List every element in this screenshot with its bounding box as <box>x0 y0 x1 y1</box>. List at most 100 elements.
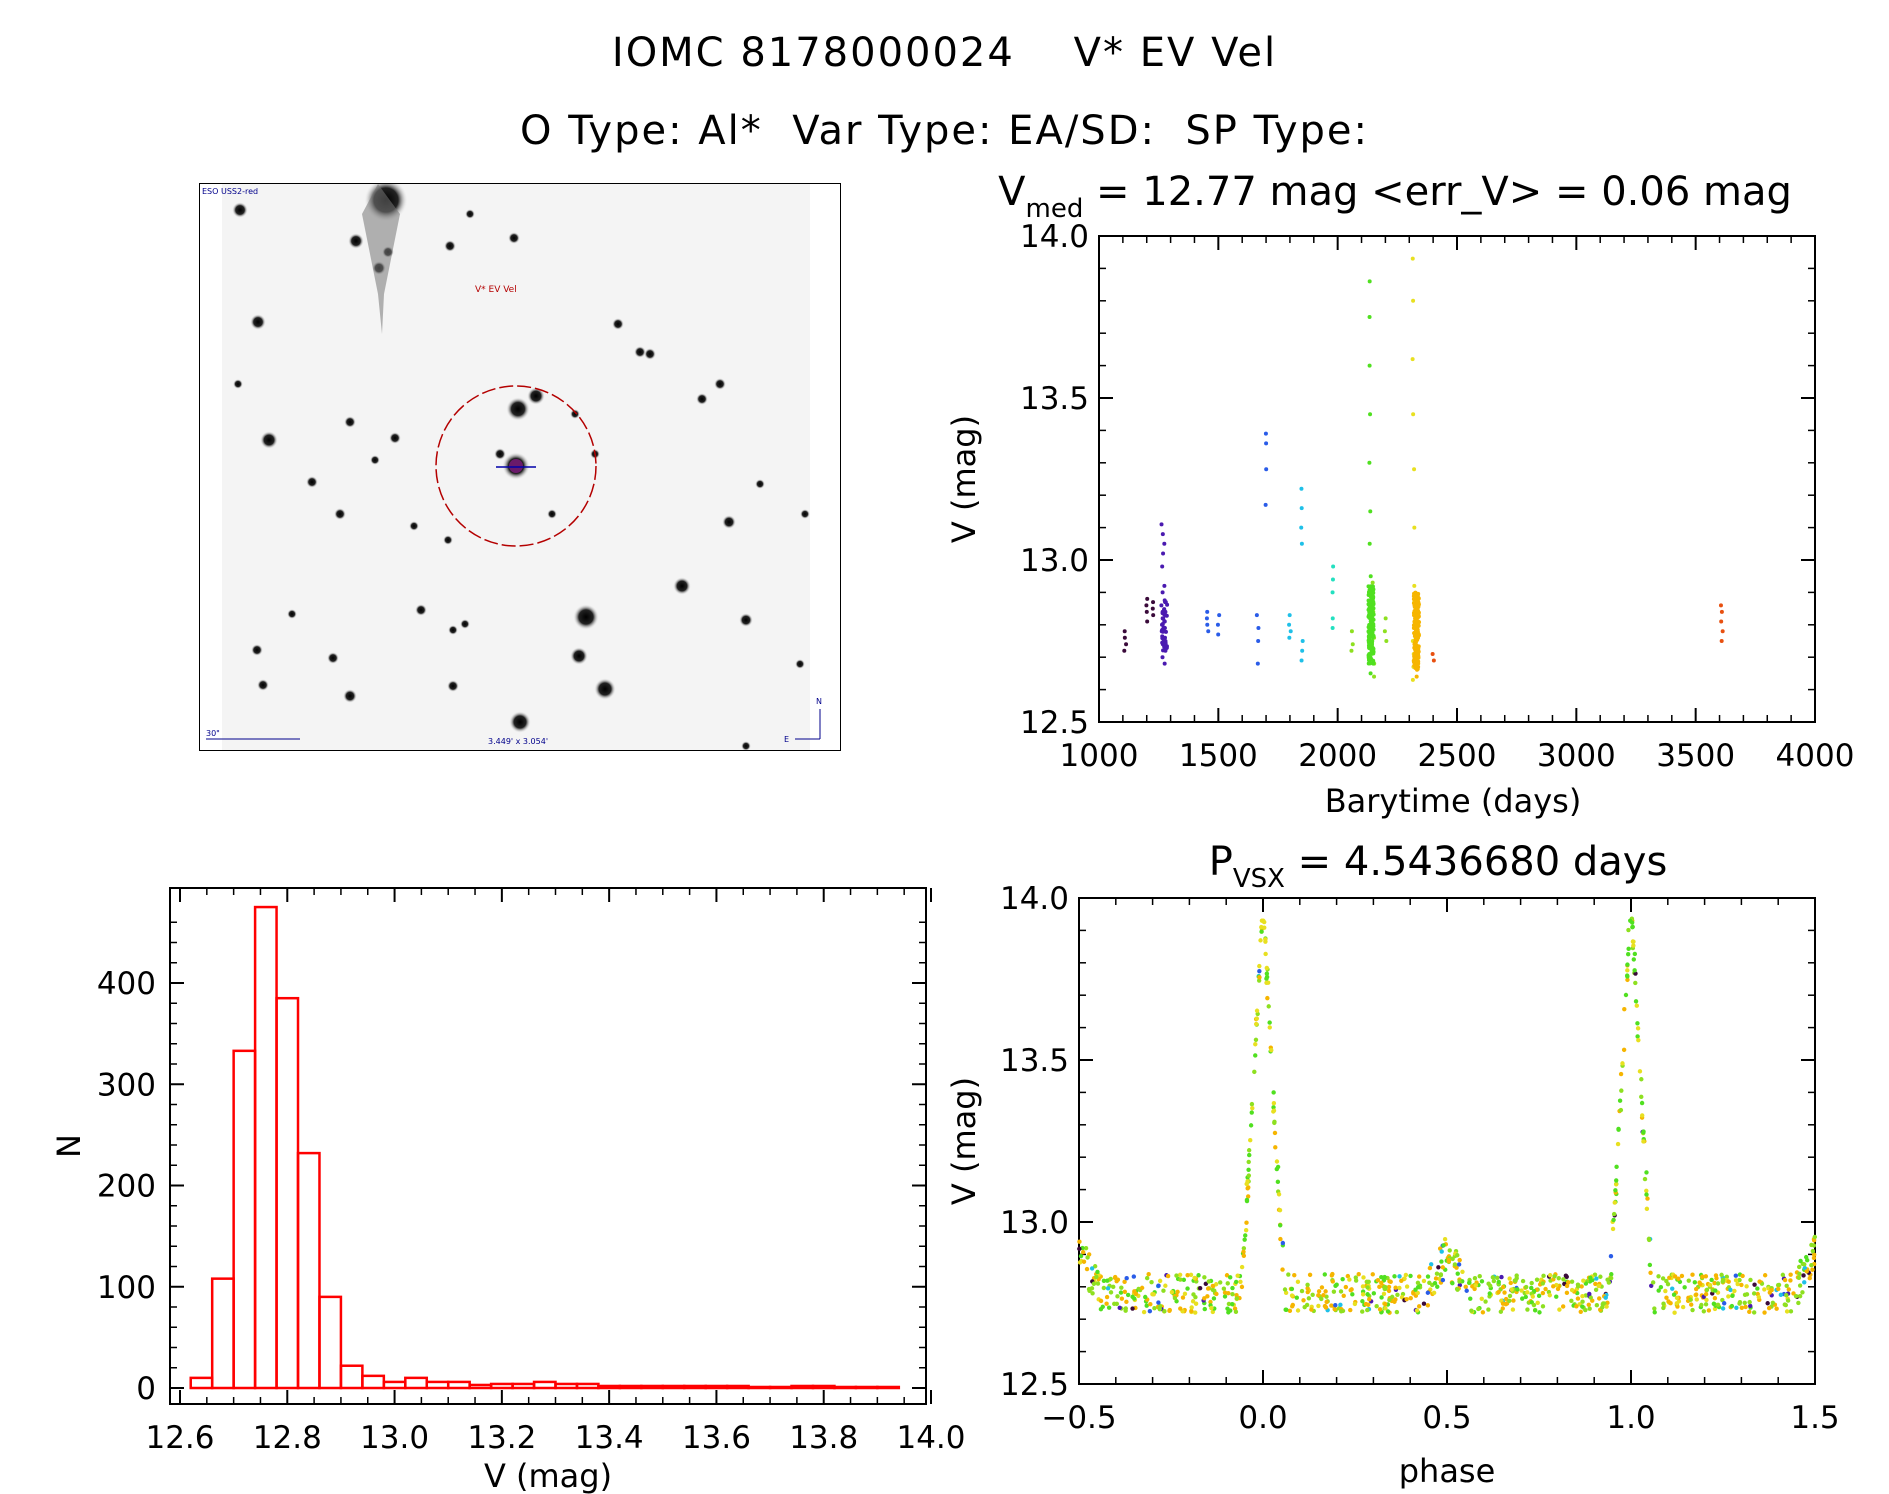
phase-point <box>1644 1192 1649 1197</box>
phase-point <box>1112 1301 1117 1307</box>
finder-star <box>612 318 624 330</box>
phase-point <box>1713 1288 1718 1293</box>
phase-point <box>1124 1276 1129 1281</box>
phase-point <box>1266 1004 1271 1009</box>
finder-star <box>465 209 475 219</box>
phase-point <box>1463 1284 1468 1290</box>
phase-point <box>1694 1297 1699 1302</box>
phase-point <box>1551 1284 1556 1289</box>
phase-point <box>1415 1280 1421 1285</box>
phase-point <box>1243 1228 1249 1233</box>
phase-point <box>1433 1276 1439 1281</box>
lc-point <box>1299 658 1304 663</box>
phase-point <box>1543 1286 1548 1292</box>
phase-point <box>1713 1273 1719 1278</box>
lc-point <box>1330 577 1335 582</box>
phase-point <box>1234 1296 1239 1301</box>
phase-point <box>1663 1288 1668 1294</box>
phase-point <box>1295 1279 1301 1285</box>
histogram-panel: 12.6 12.8 13.0 13.2 13.4 13.6 13.8 14.0 0 100 200 3… <box>50 887 966 1494</box>
phase-point <box>1235 1273 1240 1278</box>
phase-point <box>1286 1272 1291 1277</box>
phase-point <box>1264 980 1269 985</box>
phase-point <box>1446 1259 1451 1264</box>
lc-point <box>1367 460 1372 465</box>
phase-point <box>1442 1237 1448 1242</box>
histogram-bar <box>425 1380 450 1390</box>
phase-point <box>1560 1304 1566 1309</box>
phase-point <box>1636 1037 1641 1043</box>
phase-point <box>1112 1275 1118 1281</box>
histogram-bar <box>489 1382 514 1390</box>
phase-point <box>1177 1272 1183 1277</box>
phase-point <box>1656 1274 1661 1279</box>
phase-point <box>1540 1290 1546 1296</box>
phase-point <box>1390 1294 1395 1300</box>
y-tick-label: 13.0 <box>1000 1205 1069 1241</box>
phase-point <box>1151 1292 1156 1297</box>
lc-point <box>1160 611 1165 616</box>
x-tick-label: 1000 <box>1060 738 1139 774</box>
phase-point <box>1224 1273 1230 1278</box>
phase-point <box>1514 1273 1519 1278</box>
phase-point <box>1189 1305 1194 1310</box>
phase-point <box>1143 1294 1148 1300</box>
phase-point <box>1425 1290 1431 1295</box>
histogram-bar <box>597 1384 622 1390</box>
phase-point <box>1437 1276 1442 1282</box>
phase-point <box>1124 1299 1129 1305</box>
phase-point <box>1634 1003 1640 1008</box>
phase-point <box>1788 1278 1793 1283</box>
phase-point <box>1690 1307 1695 1313</box>
phase-point <box>1564 1283 1570 1289</box>
x-tick-label: 1.0 <box>1606 1400 1655 1436</box>
histogram-bar <box>554 1382 579 1390</box>
histogram-bar <box>275 996 300 1390</box>
phase-point <box>1162 1309 1167 1314</box>
histogram-bar <box>511 1382 536 1390</box>
x-tick-label: 1.5 <box>1790 1400 1839 1436</box>
y-tick-label: 13.5 <box>1000 1043 1069 1079</box>
lc-point <box>1160 655 1165 660</box>
lc-point <box>1160 621 1165 626</box>
phase-point <box>1202 1275 1207 1280</box>
finder-star <box>233 379 243 389</box>
phase-point <box>1757 1279 1762 1284</box>
phase-point <box>1441 1243 1446 1248</box>
lc-point <box>1367 656 1372 661</box>
phase-point <box>1377 1284 1382 1290</box>
phase-point <box>1793 1294 1799 1299</box>
phase-point <box>1383 1306 1388 1311</box>
phase-point <box>1385 1309 1391 1314</box>
phase-point <box>1498 1309 1504 1314</box>
y-tick-label: 14.0 <box>1020 219 1089 255</box>
phase-point <box>1374 1303 1379 1309</box>
phase-point <box>1633 999 1639 1004</box>
phase-point <box>1284 1307 1289 1313</box>
x-tick-label: 0.0 <box>1238 1400 1287 1436</box>
lc-point <box>1162 625 1167 630</box>
phase-point <box>1371 1291 1377 1296</box>
phase-point <box>1670 1286 1675 1291</box>
phase-point <box>1439 1259 1444 1264</box>
phase-point <box>1616 1126 1621 1132</box>
lc-point <box>1264 441 1269 446</box>
finder-star <box>448 625 458 635</box>
finder-star <box>334 508 346 520</box>
phase-point <box>1316 1289 1322 1294</box>
phase-point <box>1480 1310 1486 1315</box>
phase-point <box>1214 1291 1219 1297</box>
phase-point <box>1797 1283 1803 1288</box>
lc-point <box>1430 651 1435 656</box>
phase-point <box>1704 1287 1710 1293</box>
ph-title-rest: = 4.5436680 days <box>1285 839 1667 885</box>
lc-point <box>1330 626 1335 631</box>
phase-point <box>1104 1301 1109 1306</box>
phase-point <box>1245 1186 1250 1191</box>
phase-point <box>1495 1275 1500 1281</box>
phase-point <box>1682 1285 1687 1290</box>
lc-point <box>1205 609 1210 614</box>
phase-point <box>1210 1287 1215 1292</box>
histogram-bar <box>296 1151 321 1390</box>
phase-point <box>1292 1272 1297 1278</box>
